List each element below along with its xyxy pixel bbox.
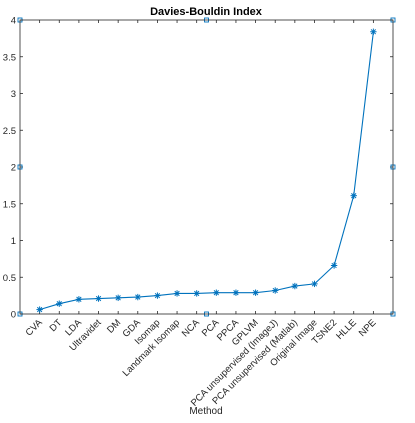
data-point bbox=[311, 280, 318, 288]
data-point bbox=[134, 293, 141, 301]
x-tick-label: DT bbox=[48, 317, 65, 334]
y-tick-label: 0 bbox=[11, 310, 16, 321]
data-point bbox=[173, 290, 181, 297]
data-point bbox=[291, 282, 299, 290]
y-tick-label: 1.5 bbox=[3, 199, 16, 210]
y-tick-label: 4 bbox=[11, 16, 16, 27]
y-tick-label: 2.5 bbox=[3, 126, 16, 137]
y-tick-label: 0.5 bbox=[3, 273, 16, 284]
x-tick-label: NCA bbox=[180, 317, 202, 339]
y-tick-label: 3.5 bbox=[3, 52, 16, 63]
data-point bbox=[114, 294, 122, 302]
data-point bbox=[154, 292, 161, 299]
data-point bbox=[193, 290, 200, 297]
y-tick-label: 1 bbox=[11, 236, 16, 247]
data-point bbox=[330, 262, 338, 269]
data-point bbox=[272, 287, 279, 294]
chart-title: Davies-Bouldin Index bbox=[150, 6, 263, 18]
x-axis-label: Method bbox=[189, 406, 222, 417]
data-point bbox=[36, 306, 43, 313]
data-point bbox=[75, 296, 83, 303]
x-tick-label: NPE bbox=[357, 317, 379, 339]
data-point bbox=[370, 28, 377, 35]
data-point bbox=[350, 192, 357, 199]
data-point bbox=[213, 289, 220, 296]
series-line bbox=[39, 31, 374, 311]
data-point bbox=[95, 295, 102, 302]
y-tick-label: 3 bbox=[11, 89, 16, 100]
data-point bbox=[232, 289, 240, 296]
x-tick-label: CVA bbox=[24, 317, 46, 339]
plot-frame bbox=[19, 19, 394, 315]
x-tick-label: HLLE bbox=[334, 317, 359, 342]
data-point bbox=[56, 300, 63, 307]
y-axis: 0 0.5 1 1.5 2 2.5 3 3.5 4 bbox=[3, 16, 393, 321]
y-tick-label: 2 bbox=[11, 163, 16, 174]
data-points bbox=[36, 28, 377, 313]
data-point bbox=[252, 289, 259, 296]
plot-background bbox=[20, 20, 393, 314]
